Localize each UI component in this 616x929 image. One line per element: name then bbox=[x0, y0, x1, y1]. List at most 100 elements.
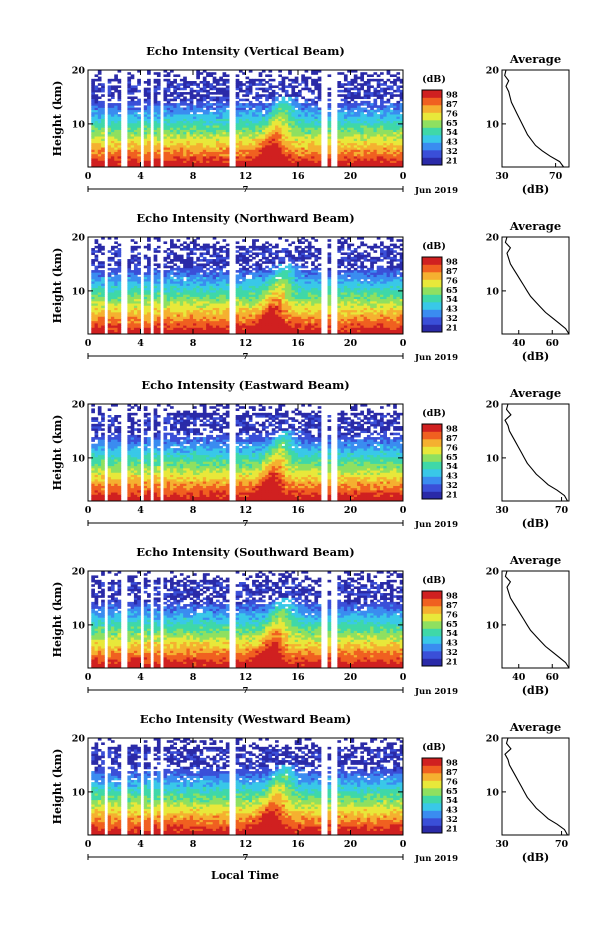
heatmap-cell bbox=[252, 158, 256, 161]
heatmap-cell bbox=[288, 114, 292, 117]
heatmap-cell bbox=[107, 120, 112, 124]
heatmap-cell bbox=[156, 107, 161, 111]
heatmap-cell bbox=[166, 164, 171, 168]
heatmap-cell bbox=[91, 250, 95, 253]
heatmap-cell bbox=[258, 245, 263, 249]
heatmap-cell bbox=[386, 142, 391, 146]
heatmap-cell bbox=[275, 155, 279, 159]
heatmap-cell bbox=[311, 120, 315, 124]
heatmap-cell bbox=[281, 250, 286, 253]
heatmap-cell bbox=[265, 125, 269, 128]
heatmap-cell bbox=[258, 316, 263, 319]
heatmap-cell bbox=[127, 305, 132, 308]
heatmap-cell bbox=[179, 320, 184, 324]
heatmap-cell bbox=[183, 322, 187, 326]
heatmap-cell bbox=[248, 105, 253, 108]
heatmap-cell bbox=[307, 105, 312, 108]
heatmap-cell bbox=[107, 278, 112, 282]
heatmap-cell bbox=[173, 116, 177, 119]
heatmap-cell bbox=[91, 116, 95, 119]
heatmap-cell bbox=[317, 149, 322, 152]
heatmap-cell bbox=[242, 322, 246, 326]
heatmap-cell bbox=[133, 122, 138, 126]
heatmap-cell bbox=[133, 116, 138, 119]
heatmap-cell bbox=[245, 127, 250, 130]
heatmap-cell bbox=[347, 118, 351, 122]
heatmap-cell bbox=[222, 274, 227, 278]
heatmap-cell bbox=[294, 151, 299, 155]
heatmap-cell bbox=[343, 153, 348, 157]
heatmap-cell bbox=[91, 322, 95, 326]
heatmap-cell bbox=[225, 144, 230, 148]
heatmap-cell bbox=[252, 129, 256, 133]
heatmap-cell bbox=[222, 155, 227, 159]
heatmap-cell bbox=[275, 316, 279, 319]
heatmap-cell bbox=[94, 303, 99, 306]
heatmap-cell bbox=[196, 109, 200, 113]
heatmap-cell bbox=[117, 103, 122, 106]
heatmap-cell bbox=[343, 94, 348, 97]
heatmap-cell bbox=[212, 151, 217, 155]
heatmap-cell bbox=[163, 300, 168, 304]
heatmap-cell bbox=[347, 94, 351, 97]
heatmap-cell bbox=[133, 151, 138, 155]
heatmap-cell bbox=[173, 96, 177, 100]
heatmap-cell bbox=[215, 111, 220, 115]
heatmap-cell bbox=[343, 96, 348, 100]
heatmap-cell bbox=[248, 316, 253, 319]
heatmap-cell bbox=[271, 100, 276, 104]
heatmap-cell bbox=[222, 147, 227, 150]
heatmap-cell bbox=[278, 164, 282, 168]
heatmap-cell bbox=[294, 103, 299, 106]
heatmap-cell bbox=[248, 278, 253, 282]
heatmap-cell bbox=[219, 287, 223, 291]
heatmap-cell bbox=[130, 153, 135, 157]
heatmap-cell bbox=[275, 292, 279, 295]
heatmap-cell bbox=[383, 100, 387, 104]
heatmap-cell bbox=[298, 160, 302, 163]
heatmap-cell bbox=[366, 147, 371, 150]
heatmap-cell bbox=[317, 87, 322, 91]
heatmap-cell bbox=[376, 144, 381, 148]
heatmap-cell bbox=[94, 85, 99, 89]
heatmap-cell bbox=[183, 155, 187, 159]
heatmap-cell bbox=[166, 296, 171, 300]
heatmap-cell bbox=[268, 149, 273, 152]
heatmap-cell bbox=[360, 111, 365, 115]
heatmap-cell bbox=[225, 281, 230, 284]
heatmap-cell bbox=[278, 318, 282, 322]
heatmap-cell bbox=[101, 298, 105, 302]
heatmap-cell bbox=[176, 276, 181, 280]
heatmap-cell bbox=[209, 292, 214, 295]
heatmap-cell bbox=[107, 131, 112, 135]
heatmap-cell bbox=[222, 239, 227, 242]
heatmap-cell bbox=[252, 318, 256, 322]
heatmap-cell bbox=[288, 118, 292, 122]
heatmap-cell bbox=[215, 296, 220, 300]
heatmap-cell bbox=[268, 78, 273, 82]
heatmap-cell bbox=[209, 111, 214, 115]
heatmap-cell bbox=[357, 151, 361, 155]
heatmap-cell bbox=[235, 289, 240, 293]
heatmap-cell bbox=[117, 252, 122, 256]
heatmap-cell bbox=[206, 116, 210, 119]
heatmap-cell bbox=[238, 158, 243, 161]
heatmap-cell bbox=[153, 237, 158, 240]
heatmap-cell bbox=[97, 263, 102, 267]
heatmap-cell bbox=[389, 114, 394, 117]
heatmap-cell bbox=[206, 259, 210, 262]
heatmap-cell bbox=[163, 281, 168, 284]
heatmap-cell bbox=[196, 316, 200, 319]
heatmap-cell bbox=[153, 151, 158, 155]
heatmap-cell bbox=[107, 151, 112, 155]
heatmap-cell bbox=[252, 311, 256, 315]
heatmap-cell bbox=[117, 136, 122, 139]
heatmap-cell bbox=[288, 162, 292, 166]
heatmap-cell bbox=[110, 278, 115, 282]
y-tick-label: 20 bbox=[72, 66, 86, 77]
heatmap-cell bbox=[298, 111, 302, 115]
heatmap-cell bbox=[327, 129, 332, 133]
heatmap-cell bbox=[353, 78, 358, 82]
heatmap-cell bbox=[183, 92, 187, 95]
heatmap-cell bbox=[252, 120, 256, 124]
